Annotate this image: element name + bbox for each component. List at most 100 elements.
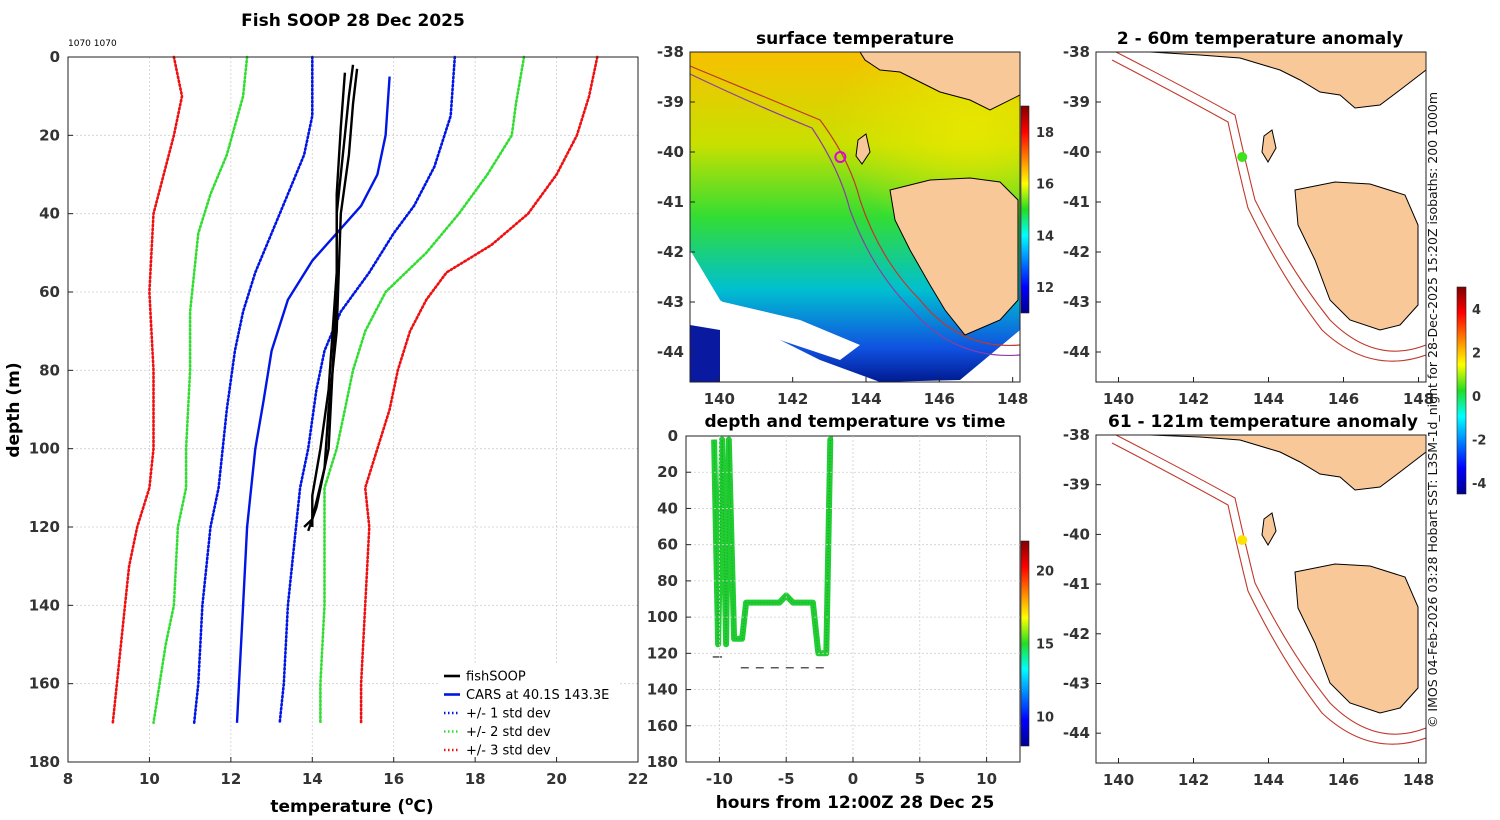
map-ytick-label: -39	[657, 93, 684, 111]
profile-ytick-label: 160	[29, 675, 60, 693]
sst-land-king-island	[855, 133, 871, 165]
anom-lower-title: 61 - 121m temperature anomaly	[1108, 412, 1418, 432]
legend-label: CARS at 40.1S 143.3E	[466, 688, 609, 703]
profile-series-line	[311, 72, 347, 527]
sst-yticks: -38 -39 -40 -41 -42 -43 -44	[657, 43, 695, 361]
map-ytick-label: -43	[1063, 674, 1090, 692]
anomaly-colorbar-label: -2	[1472, 434, 1486, 449]
anom-upper-panel: 2 - 60m temperature anomaly 140 142 144 146…	[1063, 29, 1434, 408]
profile-ytick-label: 120	[29, 518, 60, 536]
map-ytick-label: -39	[1063, 93, 1090, 111]
profile-yticks: 0 20 40 60 80 100 120 140 160 180	[29, 48, 73, 771]
depth-time-xlabel: hours from 12:00Z 28 Dec 25	[716, 793, 995, 813]
sst-cloud-gap	[715, 300, 860, 360]
credit-line: © IMOS 04-Feb-2026 03:28 Hobart SST: L3S…	[1425, 92, 1440, 728]
depth-time-xtick-label: 10	[976, 770, 997, 788]
profile-legend: fishSOOP CARS at 40.1S 143.3E +/- 1 std de…	[440, 663, 620, 759]
sst-station-marker	[834, 151, 847, 163]
anom-upper-xticks: 140 142 144 146 148	[1103, 377, 1434, 408]
sst-xticks: 140 142 144 146 148	[704, 377, 1028, 408]
depth-time-ytick-label: 160	[647, 717, 678, 735]
sst-colorbar-label: 18	[1036, 126, 1054, 141]
sst-land-tasmania	[889, 177, 1019, 336]
sst-title: surface temperature	[756, 29, 954, 49]
map-xtick-label: 142	[777, 390, 808, 408]
sst-colorbar-label: 14	[1036, 229, 1054, 244]
depth-time-ytick-label: 120	[647, 644, 678, 662]
profile-xtick-label: 14	[302, 770, 323, 788]
map-ytick-label: -44	[1063, 343, 1090, 361]
anom-upper-title: 2 - 60m temperature anomaly	[1117, 29, 1403, 49]
profile-ytick-label: 80	[39, 361, 60, 379]
depth-time-xtick-label: -5	[778, 770, 795, 788]
map-ytick-label: -41	[1063, 193, 1090, 211]
anom-lower-land-tasmania	[1294, 563, 1419, 714]
sst-land-victoria	[859, 52, 1020, 111]
depth-time-ytick-label: 0	[668, 427, 678, 445]
map-ytick-label: -41	[1063, 575, 1090, 593]
sst-gap	[690, 250, 720, 320]
map-xtick-label: 146	[1328, 390, 1359, 408]
depth-time-xtick-label: 0	[848, 770, 858, 788]
profile-xtick-label: 8	[63, 770, 73, 788]
map-xtick-label: 144	[1253, 390, 1284, 408]
depth-time-ytick-label: 140	[647, 681, 678, 699]
map-ytick-label: -42	[1063, 243, 1090, 261]
depth-time-ytick-label: 60	[657, 536, 678, 554]
map-ytick-label: -39	[1063, 476, 1090, 494]
map-xtick-label: 146	[924, 390, 955, 408]
anom-lower-yticks: -38 -39 -40 -41 -42 -43 -44	[1063, 426, 1101, 742]
depth-time-xtick-label: 5	[915, 770, 925, 788]
map-xtick-label: 140	[704, 390, 735, 408]
depth-time-colorbar	[1020, 540, 1030, 747]
sst-colorbar-label: 16	[1036, 178, 1054, 193]
map-ytick-label: -40	[1063, 143, 1090, 161]
profile-subtitle: 1070 1070	[68, 39, 117, 49]
sst-colorbar-ticks: 12 14 16 18	[1036, 126, 1054, 296]
map-ytick-label: -40	[1063, 525, 1090, 543]
depth-time-colorbar-label: 10	[1036, 711, 1054, 726]
anom-lower-isobath-200	[1115, 435, 1426, 735]
depth-time-yticks: 0 20 40 60 80 100 120 140 160 180	[647, 427, 1020, 771]
anomaly-colorbar-ticks: 4 2 0 -2 -4	[1472, 303, 1486, 492]
profile-ytick-label: 60	[39, 283, 60, 301]
anom-lower-land-king-island	[1261, 512, 1277, 546]
map-ytick-label: -38	[1063, 426, 1090, 444]
anom-upper-yticks: -38 -39 -40 -41 -42 -43 -44	[1063, 43, 1101, 361]
legend-label: +/- 2 std dev	[466, 725, 551, 740]
anomaly-colorbar-label: -4	[1472, 477, 1486, 492]
profile-ytick-label: 20	[39, 126, 60, 144]
anom-lower-station	[1237, 535, 1248, 545]
map-ytick-label: -42	[1063, 625, 1090, 643]
profile-ytick-label: 140	[29, 596, 60, 614]
depth-time-track	[711, 436, 834, 657]
profile-xlabel: temperature (oC)	[270, 794, 433, 817]
profile-xtick-label: 10	[139, 770, 160, 788]
map-ytick-label: -44	[1063, 724, 1090, 742]
profile-xtick-label: 12	[220, 770, 241, 788]
profile-panel: Fish SOOP 28 Dec 2025 1070 1070 8 10 12 14 1…	[4, 11, 648, 817]
legend-box	[440, 663, 620, 755]
map-ytick-label: -41	[657, 193, 684, 211]
map-xtick-label: 148	[1403, 390, 1434, 408]
map-xtick-label: 148	[1403, 771, 1434, 789]
depth-time-track-points	[713, 439, 833, 654]
profile-series-line	[111, 55, 184, 725]
depth-time-ytick-label: 80	[657, 572, 678, 590]
anom-upper-isobath-200	[1115, 52, 1426, 352]
map-xtick-label: 148	[997, 390, 1028, 408]
anom-lower-panel: 61 - 121m temperature anomaly 140 142 144 1…	[1063, 286, 1486, 789]
depth-time-xtick-label: -10	[706, 770, 733, 788]
profile-ytick-label: 0	[50, 48, 60, 66]
sst-colorbar-label: 12	[1036, 281, 1054, 296]
sst-cold-pixels	[690, 325, 720, 382]
map-ytick-label: -44	[657, 343, 684, 361]
sst-isobath-200	[690, 65, 1020, 347]
map-ytick-label: -38	[657, 43, 684, 61]
anomaly-colorbar	[1456, 286, 1467, 495]
profile-series-line	[303, 68, 359, 528]
anomaly-colorbar-label: 2	[1472, 346, 1481, 361]
map-xtick-label: 140	[1103, 771, 1134, 789]
profile-ylabel: depth (m)	[4, 362, 24, 457]
